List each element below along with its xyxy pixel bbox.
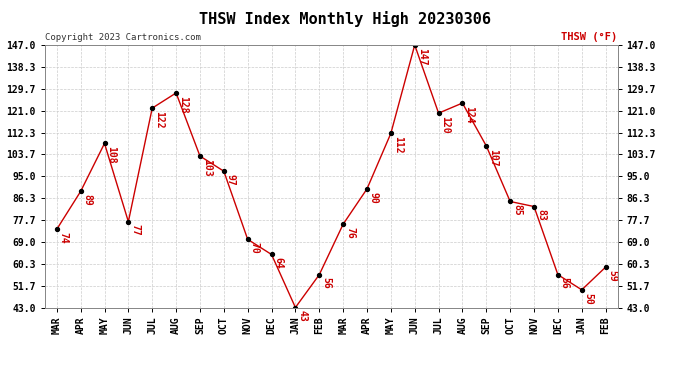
Text: 83: 83 [536,209,546,221]
Point [433,110,444,116]
Text: 74: 74 [59,232,69,244]
Text: 85: 85 [512,204,522,216]
Text: 50: 50 [584,292,593,304]
Point [409,42,420,48]
Text: 128: 128 [178,96,188,113]
Text: 124: 124 [464,106,475,123]
Point [576,287,587,293]
Point [242,236,253,242]
Text: 90: 90 [369,192,379,203]
Point [553,272,564,278]
Text: 70: 70 [250,242,259,254]
Text: 56: 56 [560,278,570,289]
Point [337,221,348,227]
Text: 108: 108 [106,146,117,164]
Point [123,219,134,225]
Text: 77: 77 [130,225,140,236]
Text: 147: 147 [417,48,426,65]
Point [600,264,611,270]
Text: Copyright 2023 Cartronics.com: Copyright 2023 Cartronics.com [45,33,201,42]
Point [504,198,515,204]
Text: 56: 56 [322,278,331,289]
Text: THSW Index Monthly High 20230306: THSW Index Monthly High 20230306 [199,11,491,27]
Point [170,90,181,96]
Point [362,186,373,192]
Text: 122: 122 [154,111,164,129]
Text: 107: 107 [489,149,498,166]
Point [481,143,492,149]
Point [457,100,468,106]
Point [195,153,206,159]
Text: 112: 112 [393,136,403,154]
Point [75,188,86,194]
Text: 43: 43 [297,310,307,322]
Point [51,226,62,232]
Text: 76: 76 [345,227,355,239]
Text: 64: 64 [273,257,284,269]
Point [529,204,540,210]
Point [266,252,277,258]
Point [314,272,325,278]
Point [99,141,110,147]
Text: 103: 103 [202,159,212,177]
Text: 59: 59 [608,270,618,282]
Text: THSW (°F): THSW (°F) [561,32,618,42]
Text: 89: 89 [83,194,92,206]
Point [147,105,158,111]
Text: 120: 120 [440,116,451,134]
Text: 97: 97 [226,174,236,186]
Point [218,168,229,174]
Point [290,304,301,310]
Point [385,130,396,136]
